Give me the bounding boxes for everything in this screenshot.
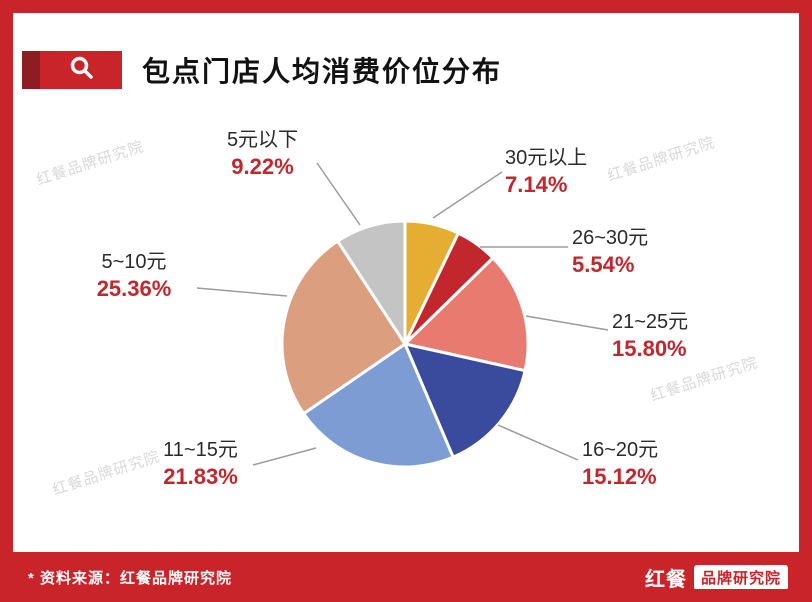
leader-line-4: [252, 447, 317, 466]
pie-label-category: 26~30元: [572, 227, 649, 249]
pie-label-category: 11~15元: [163, 439, 238, 461]
pie-label-value: 7.14%: [505, 172, 568, 197]
pie-label-value: 5.54%: [572, 252, 635, 277]
pie-label-value: 25.36%: [96, 276, 172, 301]
leader-line-6: [316, 162, 361, 226]
pie-label-value: 15.12%: [582, 464, 657, 489]
pie-label-30-plus: 30元以上 7.14%: [505, 146, 587, 199]
pie-slice-3: [403, 342, 527, 459]
leader-line-3: [497, 424, 579, 461]
leader-line-2: [525, 315, 609, 331]
pie-label-11-15: 11~15元 21.83%: [143, 438, 258, 491]
magnifier-icon: [69, 55, 95, 86]
pie-label-16-20: 16~20元 15.12%: [582, 438, 658, 491]
pie-label-value: 15.80%: [612, 336, 687, 361]
pie-label-category: 5元以下: [226, 129, 299, 151]
header: 包点门店人均消费价位分布: [22, 50, 502, 90]
pie-label-under-5: 5元以下 9.22%: [205, 128, 320, 181]
pie-label-category: 5~10元: [101, 251, 167, 273]
leader-line-0: [432, 171, 503, 219]
pie-label-category: 16~20元: [582, 439, 659, 461]
source-text: * 资料来源：红餐品牌研究院: [28, 569, 233, 587]
brand-logo-hongcan: 红餐: [644, 568, 687, 591]
pie-slice-6: [336, 219, 407, 346]
pie-label-5-10: 5~10元 25.36%: [78, 250, 190, 303]
title-badge: [22, 51, 122, 89]
pie-label-value: 21.83%: [163, 464, 238, 489]
badge-tab: [22, 51, 40, 89]
pie-label-category: 30元以上: [505, 147, 588, 169]
footer-bar: * 资料来源：红餐品牌研究院 红餐 品牌研究院: [0, 552, 812, 602]
pie-slice-4: [302, 342, 455, 469]
brand-logo-institute: 品牌研究院: [693, 564, 788, 590]
pie-slice-2: [403, 256, 530, 373]
pie-label-26-30: 26~30元 5.54%: [572, 226, 648, 279]
pie-label-category: 21~25元: [612, 311, 689, 333]
brand-logo: 红餐 品牌研究院: [645, 563, 788, 592]
leader-line-5: [196, 287, 288, 297]
page-title: 包点门店人均消费价位分布: [142, 56, 503, 87]
pie-slice-5: [280, 239, 407, 416]
pie-label-21-25: 21~25元 15.80%: [612, 310, 688, 363]
pie-label-value: 9.22%: [231, 154, 294, 179]
